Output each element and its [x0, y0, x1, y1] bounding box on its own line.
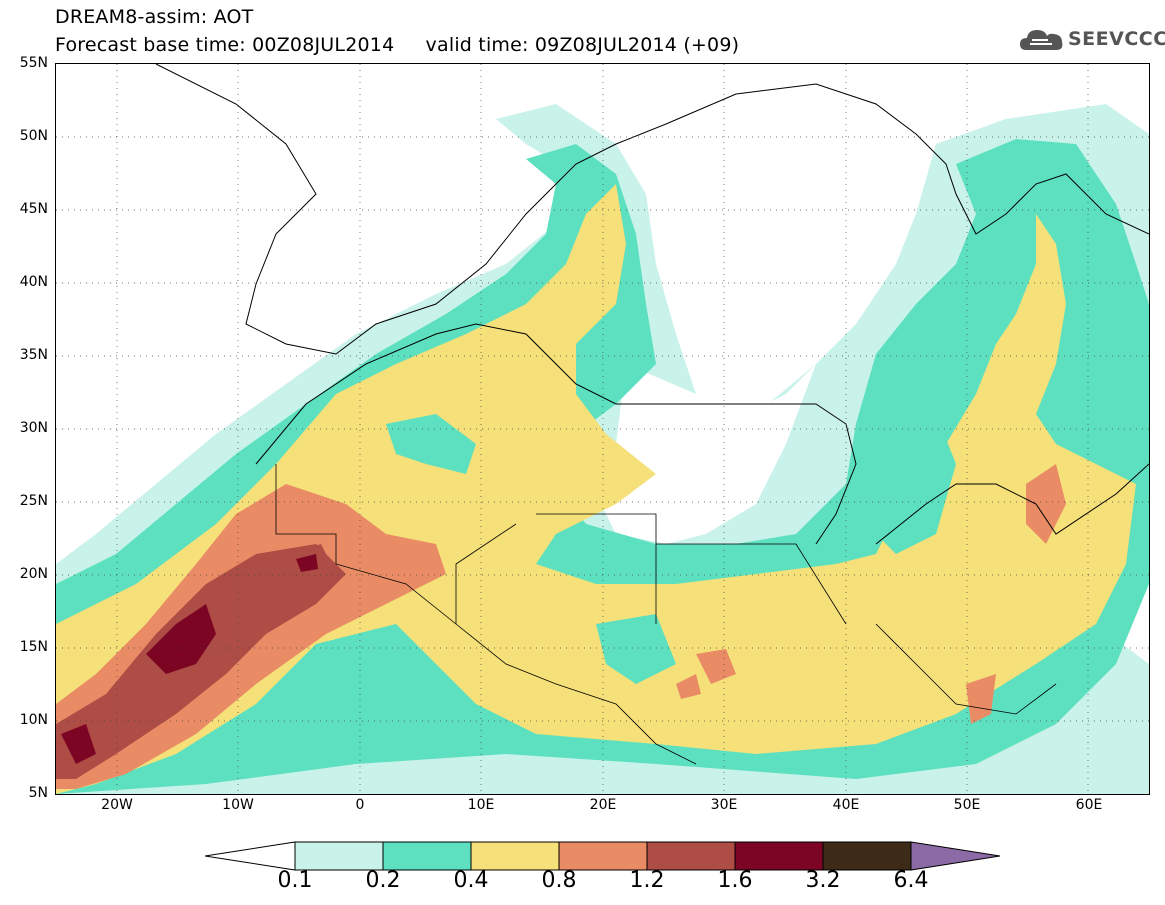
- lat-tick-label: 50N: [19, 128, 48, 144]
- lat-tick-label: 10N: [19, 712, 48, 728]
- lat-tick-label: 35N: [19, 347, 48, 363]
- colorbar-segment: [470, 841, 560, 871]
- aot-field: [56, 64, 1149, 794]
- colorbar-segment: [822, 841, 912, 871]
- lon-tick-label: 10W: [222, 797, 254, 813]
- lat-tick-label: 25N: [19, 493, 48, 509]
- seevccc-logo: SEEVCCC: [1018, 24, 1165, 56]
- colorbar-level-label: 0.8: [541, 868, 577, 893]
- colorbar-segment: [382, 841, 472, 871]
- lat-tick-label: 45N: [19, 201, 48, 217]
- colorbar-segment: [558, 841, 648, 871]
- lon-tick-label: 0: [355, 797, 365, 813]
- colorbar-level-label: 0.1: [277, 868, 313, 893]
- lat-tick-label: 5N: [28, 785, 48, 801]
- logo-text: SEEVCCC: [1068, 28, 1165, 50]
- colorbar-segment: [646, 841, 736, 871]
- aot-map: [55, 63, 1150, 795]
- colorbar-level-label: 1.6: [717, 868, 753, 893]
- lat-tick-label: 20N: [19, 566, 48, 582]
- lat-tick-label: 15N: [19, 639, 48, 655]
- lat-tick-label: 30N: [19, 420, 48, 436]
- colorbar-level-label: 3.2: [805, 868, 841, 893]
- lon-tick-label: 30E: [710, 797, 738, 813]
- lat-tick-label: 55N: [19, 55, 48, 71]
- cloud-icon: [1020, 30, 1063, 50]
- colorbar-level-label: 1.2: [629, 868, 665, 893]
- colorbar: [205, 841, 1000, 871]
- forecast-time-subtitle: Forecast base time: 00Z08JUL2014 valid t…: [55, 34, 740, 56]
- colorbar-level-label: 0.4: [453, 868, 489, 893]
- lon-tick-label: 40E: [832, 797, 860, 813]
- lon-tick-label: 60E: [1075, 797, 1103, 813]
- lon-tick-label: 20E: [589, 797, 617, 813]
- lon-tick-label: 10E: [467, 797, 495, 813]
- lat-tick-label: 40N: [19, 274, 48, 290]
- map-title: DREAM8-assim: AOT: [55, 6, 254, 28]
- colorbar-segment: [910, 841, 1000, 871]
- colorbar-level-label: 0.2: [365, 868, 401, 893]
- colorbar-segment: [205, 841, 296, 871]
- lon-tick-label: 50E: [953, 797, 981, 813]
- colorbar-level-label: 6.4: [893, 868, 929, 893]
- colorbar-segment: [294, 841, 384, 871]
- colorbar-segment: [734, 841, 824, 871]
- lon-tick-label: 20W: [101, 797, 133, 813]
